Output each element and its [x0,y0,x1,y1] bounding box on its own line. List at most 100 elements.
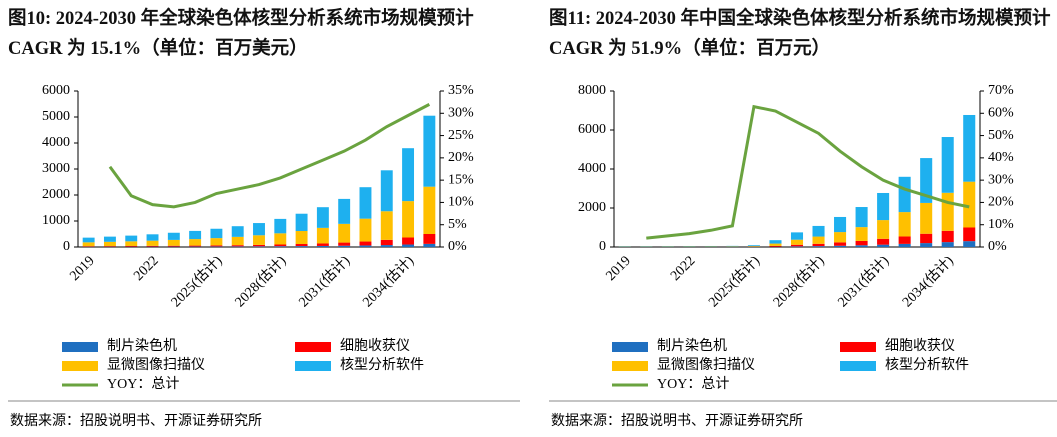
x-tick-label: 2028(估计) [232,253,290,311]
y-tick-label: 6000 [42,83,70,98]
y2-tick-label: 50% [988,128,1014,143]
bar-segment [189,230,202,240]
bar-segment [210,238,223,246]
y-tick-label: 6000 [578,122,606,137]
bar-segment [146,240,159,246]
bar-segment [295,246,308,247]
y2-tick-label: 15% [448,172,474,187]
bar-segment [253,244,265,247]
bar-segment [274,218,287,234]
bar-segment [423,243,436,247]
y2-tick-label: 20% [448,150,474,165]
bar-segment [877,192,890,221]
bar-segment [834,245,847,247]
bar-segment [920,202,933,234]
bar-segment [963,181,976,228]
y-tick-label: 2000 [578,200,606,215]
y2-tick-label: 0% [988,239,1007,254]
bar-segment [146,245,159,247]
x-tick-label: 2031(估计) [835,253,893,311]
bar-segment [82,246,95,247]
bar-segment [834,216,847,233]
bar-segment [423,234,436,244]
y-tick-label: 2000 [42,187,70,202]
y2-tick-label: 10% [448,195,474,210]
bar-segment [790,244,804,247]
bar-segment [898,212,911,237]
bar-segment [167,232,180,240]
bar-segment [402,244,415,247]
bar-segment [103,246,116,247]
y2-tick-label: 30% [988,172,1014,187]
legend-label: 制片染色机 [107,337,177,354]
legend-swatch [840,342,876,352]
bar-segment [402,237,415,245]
bar-segment [231,226,244,237]
legend-label: YOY：总计 [657,376,729,392]
bar-segment [898,243,911,247]
bar-segment [146,234,159,241]
bar-segment [380,245,393,247]
legend-label: 制片染色机 [657,337,727,354]
bar-segment [877,220,890,239]
bar-segment [941,242,954,247]
legend-swatch [295,361,331,371]
bar-segment [231,246,244,247]
bar-segment [704,245,717,247]
source-note: 数据来源：招股说明书、开源证券研究所 [10,413,262,429]
bar-segment [812,246,825,247]
bar-segment [274,233,287,245]
bar-segment [359,218,372,242]
bar-segment [855,240,868,246]
legend-swatch [62,342,98,352]
bar-segment [920,233,933,244]
x-tick-label: 2019 [603,253,633,283]
bar-segment [769,243,782,246]
legend-swatch [840,361,876,371]
legend-swatch [62,361,98,371]
bar-segment [274,244,287,247]
x-tick-label: 2025(估计) [168,253,226,311]
y2-tick-label: 10% [988,217,1014,232]
bar-segment [359,241,372,246]
y-tick-label: 5000 [42,109,70,124]
bar-segment [167,245,180,247]
bar-segment [125,235,138,242]
bar-segment [82,242,95,247]
bar-segment [920,158,933,203]
legend-label: 显微图像扫描仪 [107,357,205,373]
bar-segment [316,207,329,228]
bar-segment [855,227,868,241]
y-tick-label: 0 [63,239,70,254]
x-tick-label: 2022 [131,253,161,283]
bar-segment [941,192,954,231]
bar-segment [812,225,825,237]
y2-tick-label: 40% [988,150,1014,165]
y2-tick-label: 70% [988,83,1014,98]
chart-title: 图11: 2024-2030 年中国全球染色体核型分析系统市场规模预计 CAGR… [549,9,1051,59]
bar-segment [423,115,436,187]
bar-segment [295,231,308,245]
bar-segment [210,245,223,247]
bar-segment [210,246,223,247]
y2-tick-label: 5% [448,217,467,232]
legend-swatch [612,342,648,352]
x-tick-label: 2022 [668,253,698,283]
bar-segment [295,213,308,232]
bar-segment [812,243,825,247]
y2-tick-label: 30% [448,106,474,121]
bar-segment [963,114,976,182]
legend-label: 细胞收获仪 [885,338,955,354]
bar-segment [295,244,308,247]
x-tick-label: 2031(估计) [296,253,354,311]
bar-segment [877,244,890,247]
bar-segment [769,240,782,244]
bar-segment [253,246,265,247]
bar-segment [941,137,954,193]
bar-segment [726,245,739,247]
y2-tick-label: 25% [448,128,474,143]
bar-segment [790,232,804,240]
bar-segment [747,245,760,247]
bar-segment [125,246,138,247]
